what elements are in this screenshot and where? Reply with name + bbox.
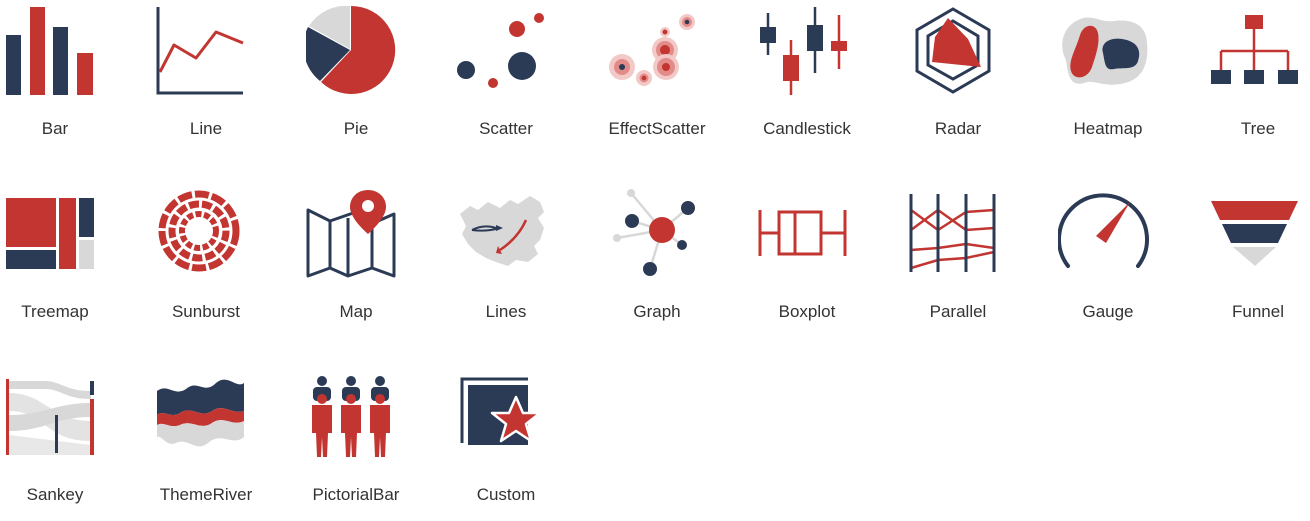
chart-type-lines[interactable]: Lines [456, 188, 606, 338]
chart-type-map[interactable]: Map [306, 188, 456, 338]
chart-type-label: Map [339, 302, 373, 321]
chart-type-boxplot[interactable]: Boxplot [757, 188, 907, 338]
heatmap-icon [1062, 17, 1148, 85]
chart-type-sunburst[interactable]: Sunburst [156, 188, 306, 338]
line-chart-icon [156, 7, 244, 95]
chart-type-label: Line [189, 119, 223, 138]
map-icon [306, 190, 396, 278]
chart-type-label: Treemap [21, 302, 89, 321]
chart-type-effect-scatter[interactable]: EffectScatter [607, 5, 757, 155]
chart-type-candlestick[interactable]: Candlestick [757, 5, 907, 155]
theme-river-icon [157, 379, 244, 447]
chart-type-scatter[interactable]: Scatter [456, 5, 606, 155]
chart-type-tree[interactable]: Tree [1208, 5, 1310, 155]
chart-type-label: PictorialBar [312, 485, 400, 504]
chart-type-label: Graph [633, 302, 681, 321]
custom-icon [460, 377, 542, 445]
chart-type-label: Lines [485, 302, 527, 321]
chart-type-pie[interactable]: Pie [306, 5, 456, 155]
funnel-icon [1211, 201, 1298, 266]
chart-type-label: Sunburst [171, 302, 241, 321]
chart-type-label: Gauge [1082, 302, 1134, 321]
chart-type-label: Boxplot [778, 302, 836, 321]
chart-type-custom[interactable]: Custom [456, 371, 606, 521]
chart-type-pictorial-bar[interactable]: PictorialBar [306, 371, 456, 521]
chart-type-treemap[interactable]: Treemap [5, 188, 155, 338]
chart-type-theme-river[interactable]: ThemeRiver [156, 371, 306, 521]
chart-type-graph[interactable]: Graph [607, 188, 757, 338]
sankey-icon [6, 379, 94, 455]
chart-type-radar[interactable]: Radar [908, 5, 1058, 155]
chart-type-label: Radar [934, 119, 982, 138]
boxplot-icon [758, 210, 847, 256]
chart-type-label: EffectScatter [608, 119, 706, 138]
chart-type-gauge[interactable]: Gauge [1058, 188, 1208, 338]
sunburst-icon [158, 190, 240, 272]
bar-chart-icon [6, 7, 93, 95]
chart-type-label: Candlestick [763, 119, 851, 138]
chart-type-line[interactable]: Line [156, 5, 306, 155]
parallel-icon [909, 194, 996, 272]
gauge-icon [1058, 193, 1149, 268]
scatter-chart-icon [457, 13, 544, 88]
pie-chart-icon [306, 5, 396, 94]
chart-type-label: Tree [1240, 119, 1276, 138]
treemap-icon [6, 198, 94, 269]
chart-type-label: Sankey [26, 485, 84, 504]
chart-type-label: ThemeRiver [159, 485, 253, 504]
chart-type-label: Bar [41, 119, 69, 138]
chart-type-funnel[interactable]: Funnel [1208, 188, 1310, 338]
chart-type-label: Scatter [479, 119, 533, 138]
graph-icon [613, 189, 695, 276]
chart-type-label: Custom [476, 485, 536, 504]
candlestick-icon [760, 7, 847, 95]
chart-type-bar[interactable]: Bar [5, 5, 155, 155]
chart-type-label: Heatmap [1073, 119, 1143, 138]
chart-type-sankey[interactable]: Sankey [5, 371, 155, 521]
radar-icon [915, 7, 991, 94]
tree-icon [1211, 15, 1298, 84]
chart-type-label: Parallel [929, 302, 987, 321]
pictorial-bar-icon [312, 376, 390, 457]
chart-type-heatmap[interactable]: Heatmap [1058, 5, 1208, 155]
chart-type-label: Funnel [1232, 302, 1284, 321]
effect-scatter-icon [609, 14, 695, 86]
lines-icon [460, 196, 544, 266]
chart-type-label: Pie [343, 119, 369, 138]
chart-type-parallel[interactable]: Parallel [908, 188, 1058, 338]
